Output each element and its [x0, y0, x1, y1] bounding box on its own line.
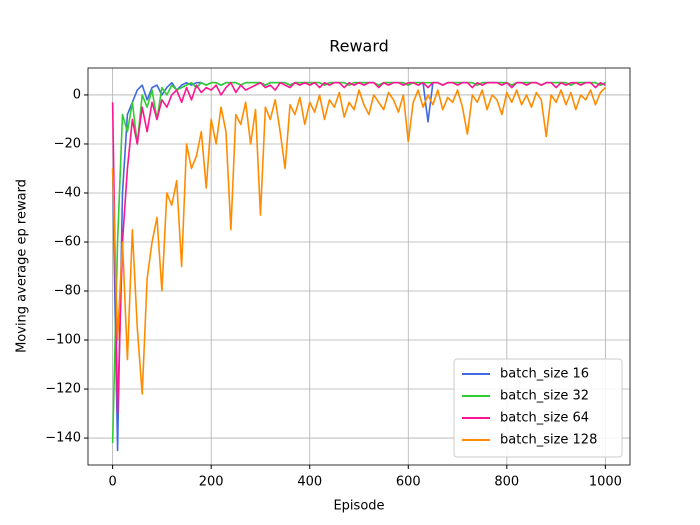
y-axis-label: Moving average ep reward — [15, 179, 30, 353]
x-tick-label: 200 — [199, 475, 224, 490]
x-tick-label: 800 — [494, 475, 519, 490]
chart-title: Reward — [329, 37, 389, 56]
legend-label: batch_size 128 — [500, 433, 597, 448]
y-tick-label: −140 — [45, 431, 81, 446]
legend-label: batch_size 32 — [500, 389, 589, 404]
plot-frame — [87, 67, 631, 466]
legend-box — [453, 358, 623, 458]
y-tick-label: −60 — [54, 234, 81, 249]
legend-label: batch_size 64 — [500, 411, 589, 426]
legend-label: batch_size 16 — [500, 367, 589, 382]
x-tick-label: 400 — [297, 475, 322, 490]
y-tick-label: 0 — [73, 87, 81, 102]
y-tick-label: −100 — [45, 333, 81, 348]
series-line — [111, 87, 606, 395]
legend: batch_size 16 batch_size 32 batch_size 64 b… — [453, 358, 623, 458]
series-line — [111, 81, 606, 415]
y-tick-label: −20 — [54, 136, 81, 151]
y-tick-label: −40 — [54, 185, 81, 200]
x-tick-label: 600 — [396, 475, 421, 490]
x-axis-label: Episode — [333, 499, 384, 514]
y-tick-label: −80 — [54, 284, 81, 299]
x-tick-label: 0 — [108, 475, 116, 490]
y-tick-label: −120 — [45, 382, 81, 397]
x-tick-label: 1000 — [589, 475, 622, 490]
